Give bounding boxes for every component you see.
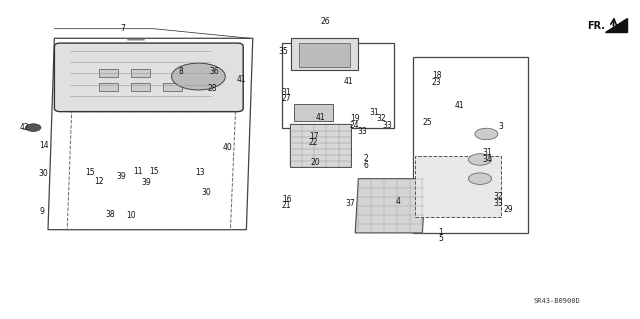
Text: 39: 39 xyxy=(141,178,151,187)
Text: 31: 31 xyxy=(483,148,493,157)
Text: FR.: FR. xyxy=(588,21,605,31)
Bar xyxy=(294,104,333,121)
Text: 41: 41 xyxy=(315,113,325,122)
Text: 9: 9 xyxy=(39,207,44,216)
Text: 38: 38 xyxy=(105,210,115,219)
Text: 22: 22 xyxy=(309,138,318,147)
Text: SR43-B0900D: SR43-B0900D xyxy=(533,299,580,304)
Text: 16: 16 xyxy=(282,195,292,204)
Bar xyxy=(99,69,118,77)
Text: 30: 30 xyxy=(38,169,49,178)
Text: 41: 41 xyxy=(237,75,247,84)
Text: 3: 3 xyxy=(499,122,504,131)
Circle shape xyxy=(475,128,498,140)
Text: 41: 41 xyxy=(344,77,354,86)
Circle shape xyxy=(468,154,492,165)
Bar xyxy=(290,124,351,167)
Text: 40: 40 xyxy=(222,143,232,152)
Bar xyxy=(131,83,150,91)
Text: 17: 17 xyxy=(308,132,319,141)
Circle shape xyxy=(172,63,225,90)
Text: 10: 10 xyxy=(125,211,136,220)
Text: 25: 25 xyxy=(422,118,433,127)
Text: 1: 1 xyxy=(438,228,443,237)
Bar xyxy=(131,69,150,77)
Text: 32: 32 xyxy=(376,114,387,123)
Text: 12: 12 xyxy=(95,177,104,186)
Text: 28: 28 xyxy=(208,84,217,93)
Text: 29: 29 xyxy=(503,205,513,214)
Text: 11: 11 xyxy=(133,167,142,176)
Text: 33: 33 xyxy=(493,199,503,208)
Text: 41: 41 xyxy=(454,101,465,110)
Text: 21: 21 xyxy=(282,201,291,210)
Text: 31: 31 xyxy=(369,108,380,117)
Bar xyxy=(163,83,182,91)
Text: 14: 14 xyxy=(38,141,49,150)
Text: 31: 31 xyxy=(281,88,291,97)
Text: 32: 32 xyxy=(493,192,503,201)
Text: 42: 42 xyxy=(19,123,29,132)
Text: 30: 30 xyxy=(201,188,211,197)
Text: 27: 27 xyxy=(281,94,291,103)
Circle shape xyxy=(468,173,492,184)
Text: 26: 26 xyxy=(320,17,330,26)
Bar xyxy=(99,83,118,91)
Text: 20: 20 xyxy=(310,158,320,167)
Text: 34: 34 xyxy=(483,155,493,164)
Text: 36: 36 xyxy=(209,67,220,76)
Text: 37: 37 xyxy=(346,199,356,208)
Text: 13: 13 xyxy=(195,168,205,177)
Text: 4: 4 xyxy=(396,197,401,206)
Text: 5: 5 xyxy=(438,234,443,243)
Polygon shape xyxy=(355,179,426,233)
Text: 23: 23 xyxy=(431,78,442,87)
Text: 33: 33 xyxy=(382,121,392,130)
Text: 24: 24 xyxy=(349,121,359,130)
Polygon shape xyxy=(605,18,627,32)
Text: 6: 6 xyxy=(364,161,369,170)
Text: 7: 7 xyxy=(120,24,125,33)
Circle shape xyxy=(26,124,41,131)
Text: 19: 19 xyxy=(350,114,360,122)
Text: 15: 15 xyxy=(148,167,159,176)
FancyBboxPatch shape xyxy=(54,43,243,112)
Text: 18: 18 xyxy=(432,71,441,80)
Text: 35: 35 xyxy=(278,47,289,56)
Bar xyxy=(291,38,358,70)
Bar xyxy=(299,43,350,67)
Text: 33: 33 xyxy=(357,127,367,136)
Text: 8: 8 xyxy=(178,67,183,76)
Text: 15: 15 xyxy=(84,168,95,177)
Text: 2: 2 xyxy=(364,154,369,163)
Text: 39: 39 xyxy=(116,172,127,181)
Bar xyxy=(415,156,501,217)
